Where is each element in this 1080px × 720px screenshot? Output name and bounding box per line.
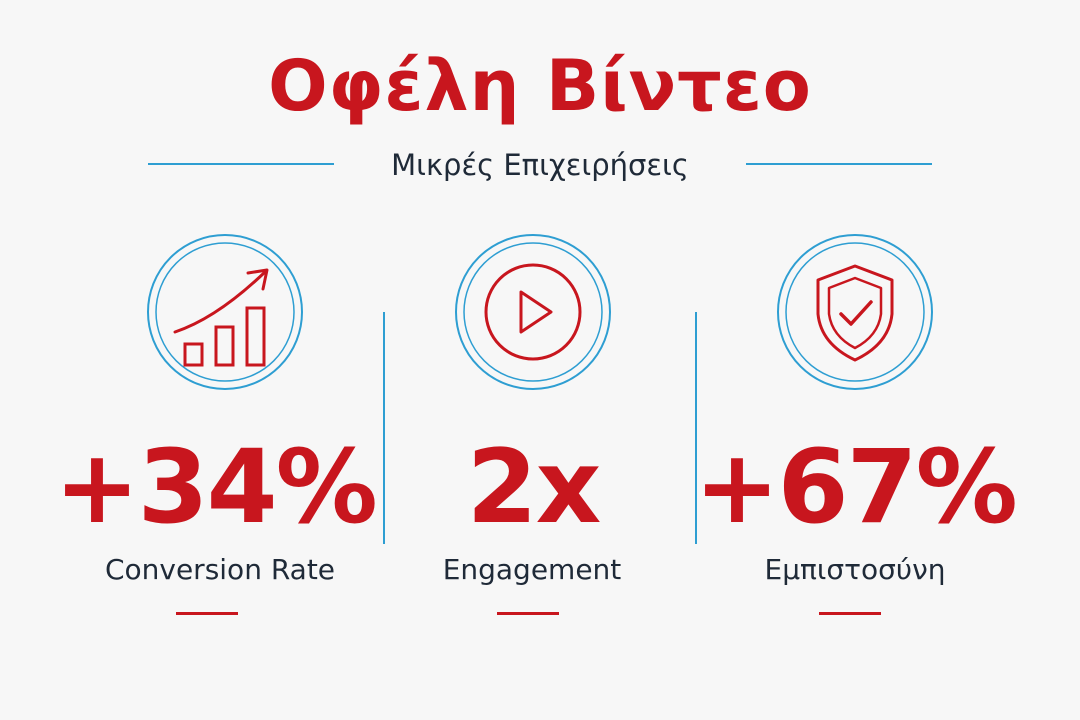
subtitle-row: Μικρές Επιχειρήσεις: [0, 148, 1080, 188]
stat-value: +34%: [54, 428, 378, 547]
column-divider: [695, 312, 697, 544]
page-title: Οφέλη Βίντεο: [268, 45, 812, 127]
stat-underline: [819, 612, 881, 615]
stat-engagement: 2x Engagement: [360, 0, 720, 720]
stat-value: +67%: [694, 428, 1018, 547]
subtitle-line-right: [746, 163, 932, 165]
subtitle: Μικρές Επιχειρήσεις: [391, 148, 689, 182]
stat-trust: +67% Εμπιστοσύνη: [694, 0, 1060, 720]
stat-underline: [497, 612, 559, 615]
column-divider: [383, 312, 385, 544]
subtitle-line-left: [148, 163, 334, 165]
growth-chart-icon: [145, 232, 305, 392]
stat-label: Engagement: [442, 553, 622, 586]
stat-label: Conversion Rate: [104, 553, 336, 586]
stat-label: Εμπιστοσύνη: [764, 553, 946, 586]
stat-value: 2x: [466, 428, 602, 547]
stat-underline: [176, 612, 238, 615]
stat-conversion-rate: +34% Conversion Rate: [0, 0, 378, 720]
shield-check-icon: [775, 232, 935, 392]
play-icon: [453, 232, 613, 392]
